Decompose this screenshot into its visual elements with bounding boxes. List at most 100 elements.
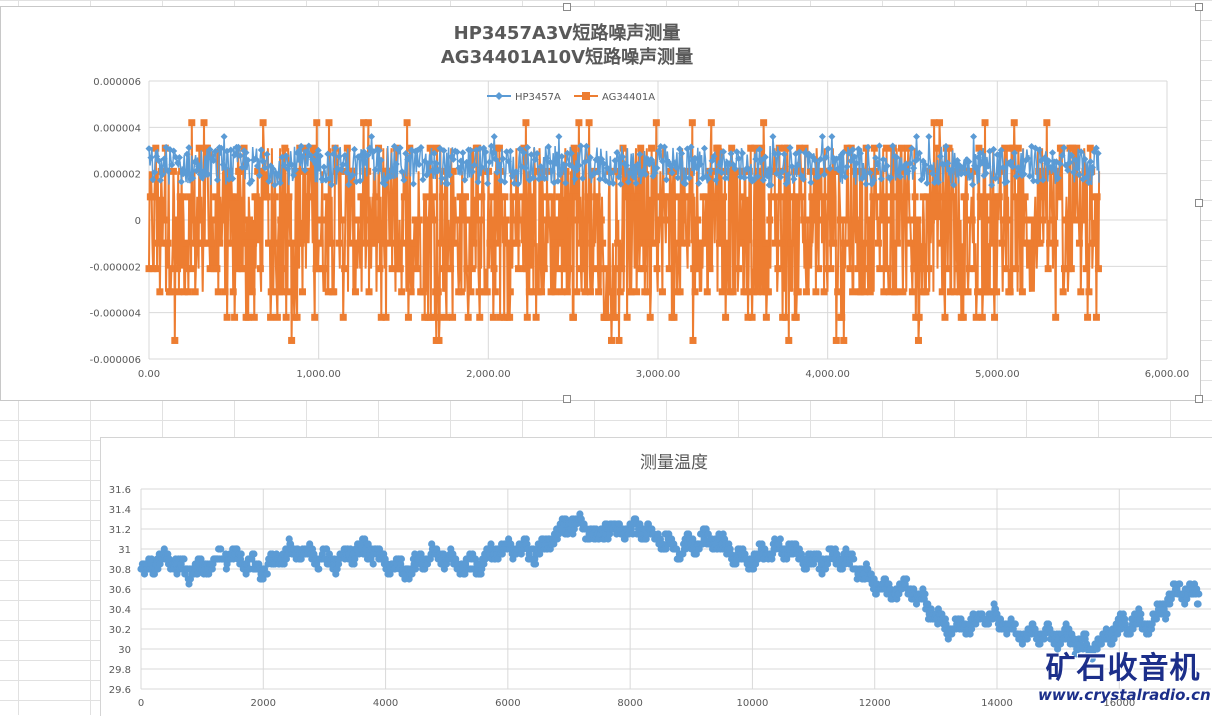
hp3457a-point (485, 158, 493, 166)
ag34401a-point (739, 193, 747, 201)
ag34401a-point (874, 239, 882, 247)
hp3457a-point (220, 133, 228, 141)
ag34401a-point (1067, 265, 1075, 273)
noise-x-tick-labels: 0.00 1,000.00 2,000.00 3,000.00 4,000.00 5,00… (138, 369, 1189, 380)
temperature-point (1176, 580, 1184, 588)
ag34401a-point (774, 265, 782, 273)
temperature-x-tick-label: 6000 (495, 698, 520, 709)
ag34401a-point (510, 216, 518, 224)
hp3457a-point (991, 174, 999, 182)
ag34401a-point (184, 288, 192, 296)
ag34401a-point (388, 265, 396, 273)
ag34401a-point (1055, 193, 1063, 201)
resize-handle-right[interactable] (1195, 199, 1203, 207)
ag34401a-point (429, 193, 437, 201)
hp3457a-point (474, 178, 482, 186)
ag34401a-point (1037, 193, 1045, 201)
ag34401a-point (520, 144, 528, 152)
ag34401a-point (857, 288, 865, 296)
hp3457a-point (756, 145, 764, 153)
ag34401a-point (819, 216, 827, 224)
noise-chart: -0.000006 -0.000004 -0.000002 0 0.000002 0.00… (90, 22, 1190, 380)
ag34401a-point (978, 193, 986, 201)
hp3457a-point (1066, 159, 1074, 167)
hp3457a-point (453, 148, 461, 156)
ag34401a-point (1039, 216, 1047, 224)
ag34401a-point (838, 313, 846, 321)
ag34401a-point (572, 193, 580, 201)
ag34401a-point (525, 288, 533, 296)
ag34401a-point (354, 216, 362, 224)
ag34401a-point (415, 216, 423, 224)
hp3457a-point (276, 179, 284, 187)
hp3457a-point (487, 142, 495, 150)
ag34401a-point (611, 265, 619, 273)
hp3457a-point (438, 174, 446, 182)
hp3457a-point (917, 176, 925, 184)
ag34401a-point (775, 144, 783, 152)
ag34401a-point (1051, 239, 1059, 247)
ag34401a-point (927, 216, 935, 224)
ag34401a-point (701, 239, 709, 247)
ag34401a-point (884, 265, 892, 273)
hp3457a-point (875, 142, 883, 150)
hp3457a-point (449, 155, 457, 163)
ag34401a-point (965, 265, 973, 273)
ag34401a-point (1059, 288, 1067, 296)
ag34401a-point (815, 265, 823, 273)
resize-handle-bottom-right[interactable] (1195, 395, 1203, 403)
hp3457a-point (929, 170, 937, 178)
hp3457a-point (1024, 154, 1032, 162)
temperature-y-tick-label: 30.4 (109, 605, 131, 616)
hp3457a-point (520, 149, 528, 157)
temperature-point (776, 535, 784, 543)
hp3457a-point (674, 174, 682, 182)
ag34401a-point (580, 265, 588, 273)
hp3457a-point (575, 161, 583, 169)
ag34401a-point (816, 193, 824, 201)
ag34401a-point (399, 239, 407, 247)
hp3457a-point (562, 179, 570, 187)
temperature-gridlines (140, 488, 1211, 690)
ag34401a-point (749, 288, 757, 296)
temperature-point (636, 520, 644, 528)
ag34401a-point (991, 313, 999, 321)
hp3457a-point (350, 145, 358, 153)
ag34401a-point (940, 193, 948, 201)
hp3457a-point (879, 156, 887, 164)
ag34401a-point (840, 239, 848, 247)
resize-handle-top-right[interactable] (1195, 3, 1203, 11)
ag34401a-point (1082, 265, 1090, 273)
hp3457a-point (613, 149, 621, 157)
hp3457a-point (712, 176, 720, 184)
temperature-chart-frame[interactable]: 29.6 29.8 30 30.2 30.4 30.6 30.8 31 31.2 31.4 31.6… (100, 437, 1212, 716)
ag34401a-point (878, 216, 886, 224)
noise-y-tick-label: 0.000004 (93, 123, 141, 134)
ag34401a-point (898, 144, 906, 152)
ag34401a-point (554, 265, 562, 273)
hp3457a-point (796, 148, 804, 156)
hp3457a-point (763, 172, 771, 180)
temperature-y-tick-label: 30.2 (109, 625, 131, 636)
hp3457a-point (617, 180, 625, 188)
hp3457a-point (622, 161, 630, 169)
ag34401a-point (298, 288, 306, 296)
resize-handle-top[interactable] (563, 3, 571, 11)
hp3457a-point (970, 133, 978, 141)
resize-handle-bottom[interactable] (563, 395, 571, 403)
ag34401a-point (804, 216, 812, 224)
hp3457a-point (851, 153, 859, 161)
hp3457a-point (653, 164, 661, 172)
hp3457a-point (978, 159, 986, 167)
noise-chart-frame[interactable]: -0.000006 -0.000004 -0.000002 0 0.000002 0.00… (0, 3, 1203, 403)
hp3457a-point (934, 178, 942, 186)
hp3457a-point (615, 173, 623, 181)
ag34401a-point (711, 193, 719, 201)
hp3457a-point (543, 154, 551, 162)
hp3457a-point (769, 133, 777, 141)
ag34401a-point (1063, 216, 1071, 224)
ag34401a-point (597, 216, 605, 224)
temperature-x-tick-label: 0 (138, 698, 144, 709)
ag34401a-point (182, 239, 190, 247)
ag34401a-point (490, 265, 498, 273)
